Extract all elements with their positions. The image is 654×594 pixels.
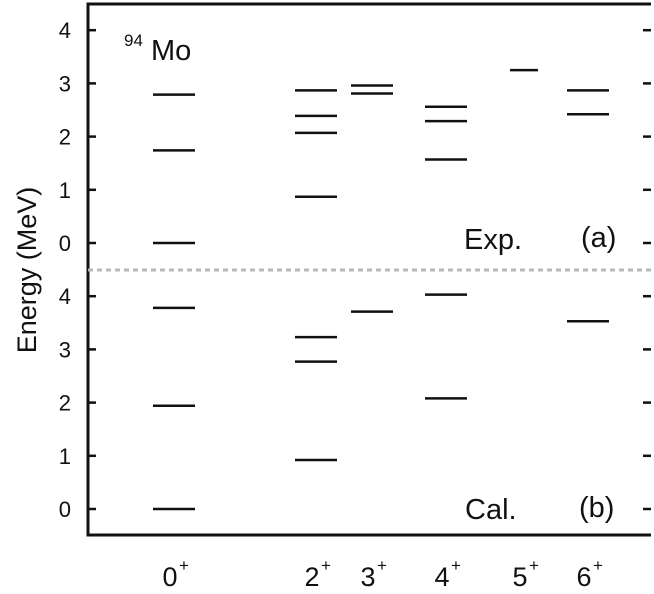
y-tick-label: 3: [59, 337, 71, 362]
x-tick-parity-2: +: [321, 556, 331, 575]
y-tick-label: 2: [59, 125, 71, 150]
x-tick-label-3: 3: [360, 562, 375, 592]
y-tick-label: 4: [59, 284, 71, 309]
x-tick-parity-0: +: [179, 556, 189, 575]
x-tick-label-6: 6: [576, 562, 591, 592]
x-tick-parity-4: +: [451, 556, 461, 575]
nucleus-symbol: Mo: [151, 35, 191, 67]
y-tick-label: 1: [59, 444, 71, 469]
x-tick-parity-6: +: [593, 556, 603, 575]
panel-label-b: Cal.: [465, 494, 517, 526]
y-tick-label: 1: [59, 178, 71, 203]
y-tick-label: 4: [59, 18, 71, 43]
panel-tag-b: (b): [579, 492, 614, 524]
y-tick-label: 3: [59, 71, 71, 96]
x-tick-label-0: 0: [162, 562, 177, 592]
x-tick-parity-5: +: [529, 556, 539, 575]
panel-tag-a: (a): [581, 222, 616, 254]
x-tick-label-4: 4: [434, 562, 449, 592]
panel-label-a: Exp.: [464, 224, 522, 256]
energy-levels: [153, 68, 609, 511]
y-tick-label: 0: [59, 231, 71, 256]
x-tick-label-2: 2: [304, 562, 319, 592]
y-axis-label: Energy (MeV): [12, 187, 42, 354]
y-tick-label: 0: [59, 497, 71, 522]
nucleus-mass: 94: [124, 31, 143, 50]
x-tick-label-5: 5: [512, 562, 527, 592]
x-tick-parity-3: +: [377, 556, 387, 575]
axes: [86, 2, 651, 537]
y-tick-label: 2: [59, 391, 71, 416]
